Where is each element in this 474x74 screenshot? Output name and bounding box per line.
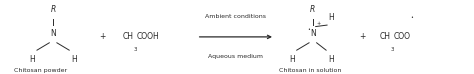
Text: H: H xyxy=(29,55,35,63)
Text: 3: 3 xyxy=(391,47,394,52)
Text: Ambient conditions: Ambient conditions xyxy=(205,14,266,19)
Text: +: + xyxy=(359,32,366,41)
Text: Chitosan in solution: Chitosan in solution xyxy=(279,68,342,73)
Text: •: • xyxy=(410,15,413,20)
Text: N: N xyxy=(310,29,316,38)
Text: CH: CH xyxy=(122,32,133,41)
Text: H: H xyxy=(289,55,295,63)
Text: H: H xyxy=(71,55,77,63)
Text: COO: COO xyxy=(394,32,411,41)
Text: H: H xyxy=(328,55,334,63)
Text: R: R xyxy=(310,5,316,14)
Text: 3: 3 xyxy=(134,47,137,52)
Text: R: R xyxy=(50,5,56,14)
Text: Chitosan powder: Chitosan powder xyxy=(14,68,67,73)
Text: Aqueous medium: Aqueous medium xyxy=(208,54,263,59)
Text: COOH: COOH xyxy=(137,32,160,41)
Text: H: H xyxy=(328,13,334,22)
Text: CH: CH xyxy=(379,32,390,41)
Text: +: + xyxy=(317,21,320,26)
Text: +: + xyxy=(99,32,105,41)
Text: N: N xyxy=(50,29,56,38)
Text: •: • xyxy=(307,27,310,32)
